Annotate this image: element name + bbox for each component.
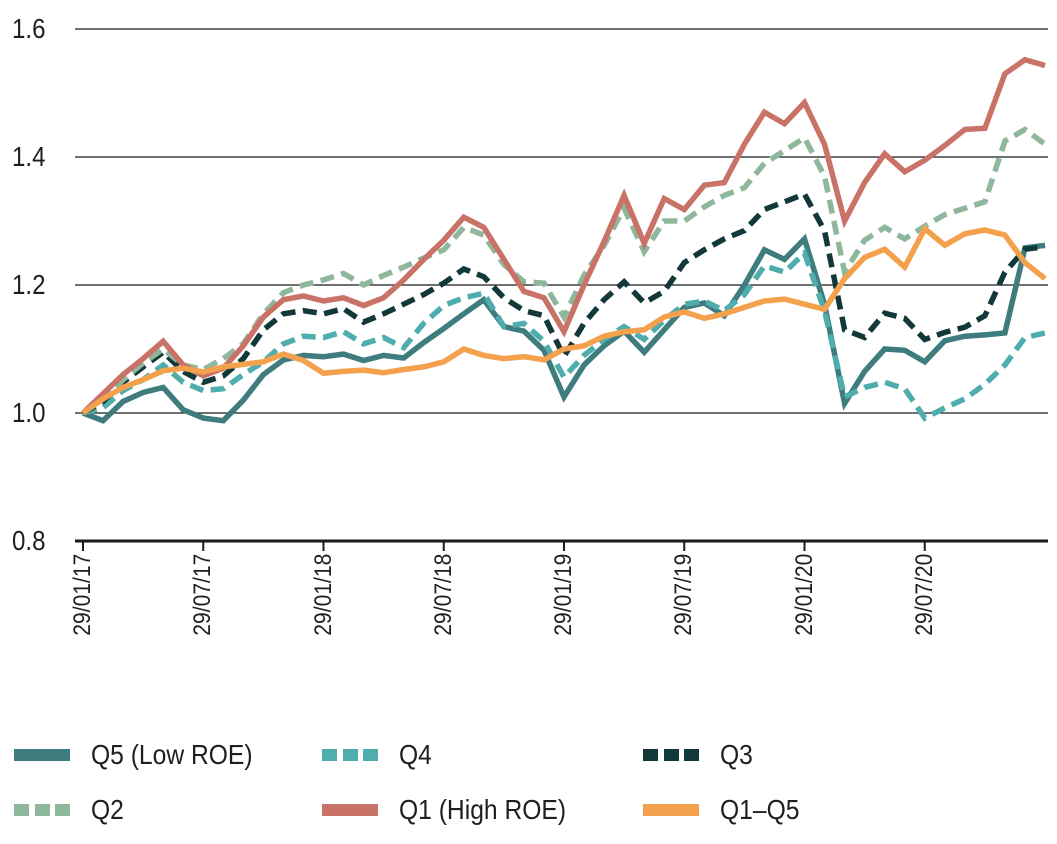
legend-dash (342, 749, 358, 761)
x-tick-label-29-07-18: 29/07/18 (429, 554, 457, 696)
legend-label: Q4 (399, 739, 432, 770)
legend-swatch-dashed-icon (322, 749, 378, 761)
legend-item-q3: Q3 (643, 740, 757, 770)
x-tick-label-29-01-17: 29/01/17 (69, 554, 96, 696)
legend-dash (684, 749, 699, 761)
series-line-q1-q5 (81, 224, 1047, 416)
legend-item-q5-low-roe-: Q5 (Low ROE) (14, 740, 275, 770)
legend-dash (322, 749, 337, 761)
x-tick-label-29-07-17: 29/07/17 (189, 554, 217, 696)
legend-dash (55, 804, 70, 816)
y-tick-text: 0.8 (12, 525, 46, 556)
legend-swatch-solid-icon (643, 804, 699, 816)
legend-label: Q1–Q5 (720, 794, 800, 825)
series-line-q1-high-roe- (81, 56, 1046, 415)
y-tick-text: 1.0 (12, 397, 46, 428)
x-tick-label-29-01-18: 29/01/18 (309, 554, 337, 696)
y-tick-text: 1.4 (12, 141, 46, 172)
x-tick-text: 29/07/18 (429, 554, 457, 637)
y-tick-text: 1.2 (12, 269, 46, 300)
series-line-q3 (81, 190, 1046, 416)
legend-dash (34, 804, 50, 816)
y-tick-text: 1.6 (12, 13, 46, 44)
legend-swatch-solid-icon (14, 749, 70, 761)
x-tick-label-29-07-20: 29/07/20 (910, 554, 938, 696)
legend-label: Q5 (Low ROE) (91, 739, 253, 770)
legend-label: Q1 (High ROE) (399, 794, 567, 825)
legend-item-q4: Q4 (322, 740, 436, 770)
legend-dash (663, 749, 679, 761)
legend-swatch-dashed-icon (14, 804, 70, 816)
x-tick-label-29-01-20: 29/01/20 (790, 554, 818, 696)
legend-item-q2: Q2 (14, 795, 128, 825)
y-tick-label-1.6: 1.6 (12, 14, 68, 44)
legend-dash (14, 804, 29, 816)
x-tick-text: 29/01/19 (550, 554, 577, 637)
legend-dash (643, 749, 658, 761)
y-tick-label-1.0: 1.0 (12, 398, 68, 428)
series-line-q5-low-roe- (82, 233, 1046, 424)
legend-dash (363, 749, 378, 761)
x-tick-text: 29/07/17 (189, 554, 217, 637)
x-tick-label-29-07-19: 29/07/19 (670, 554, 698, 696)
x-tick-text: 29/01/18 (309, 554, 337, 637)
legend-label: Q2 (91, 794, 124, 825)
legend-item-q1-q5: Q1–Q5 (643, 795, 810, 825)
x-tick-label-29-01-19: 29/01/19 (550, 554, 577, 696)
y-tick-label-0.8: 0.8 (12, 526, 68, 556)
x-tick-text: 29/07/19 (670, 554, 698, 637)
legend-item-q1-high-roe-: Q1 (High ROE) (322, 795, 589, 825)
legend-label: Q3 (720, 739, 753, 770)
x-tick-text: 29/01/20 (790, 554, 818, 637)
legend-swatch-solid-icon (322, 804, 378, 816)
x-tick-text: 29/01/17 (69, 554, 96, 637)
y-tick-label-1.2: 1.2 (12, 270, 68, 300)
legend-swatch-dashed-icon (643, 749, 699, 761)
x-tick-text: 29/07/20 (910, 554, 938, 637)
y-tick-label-1.4: 1.4 (12, 142, 68, 172)
